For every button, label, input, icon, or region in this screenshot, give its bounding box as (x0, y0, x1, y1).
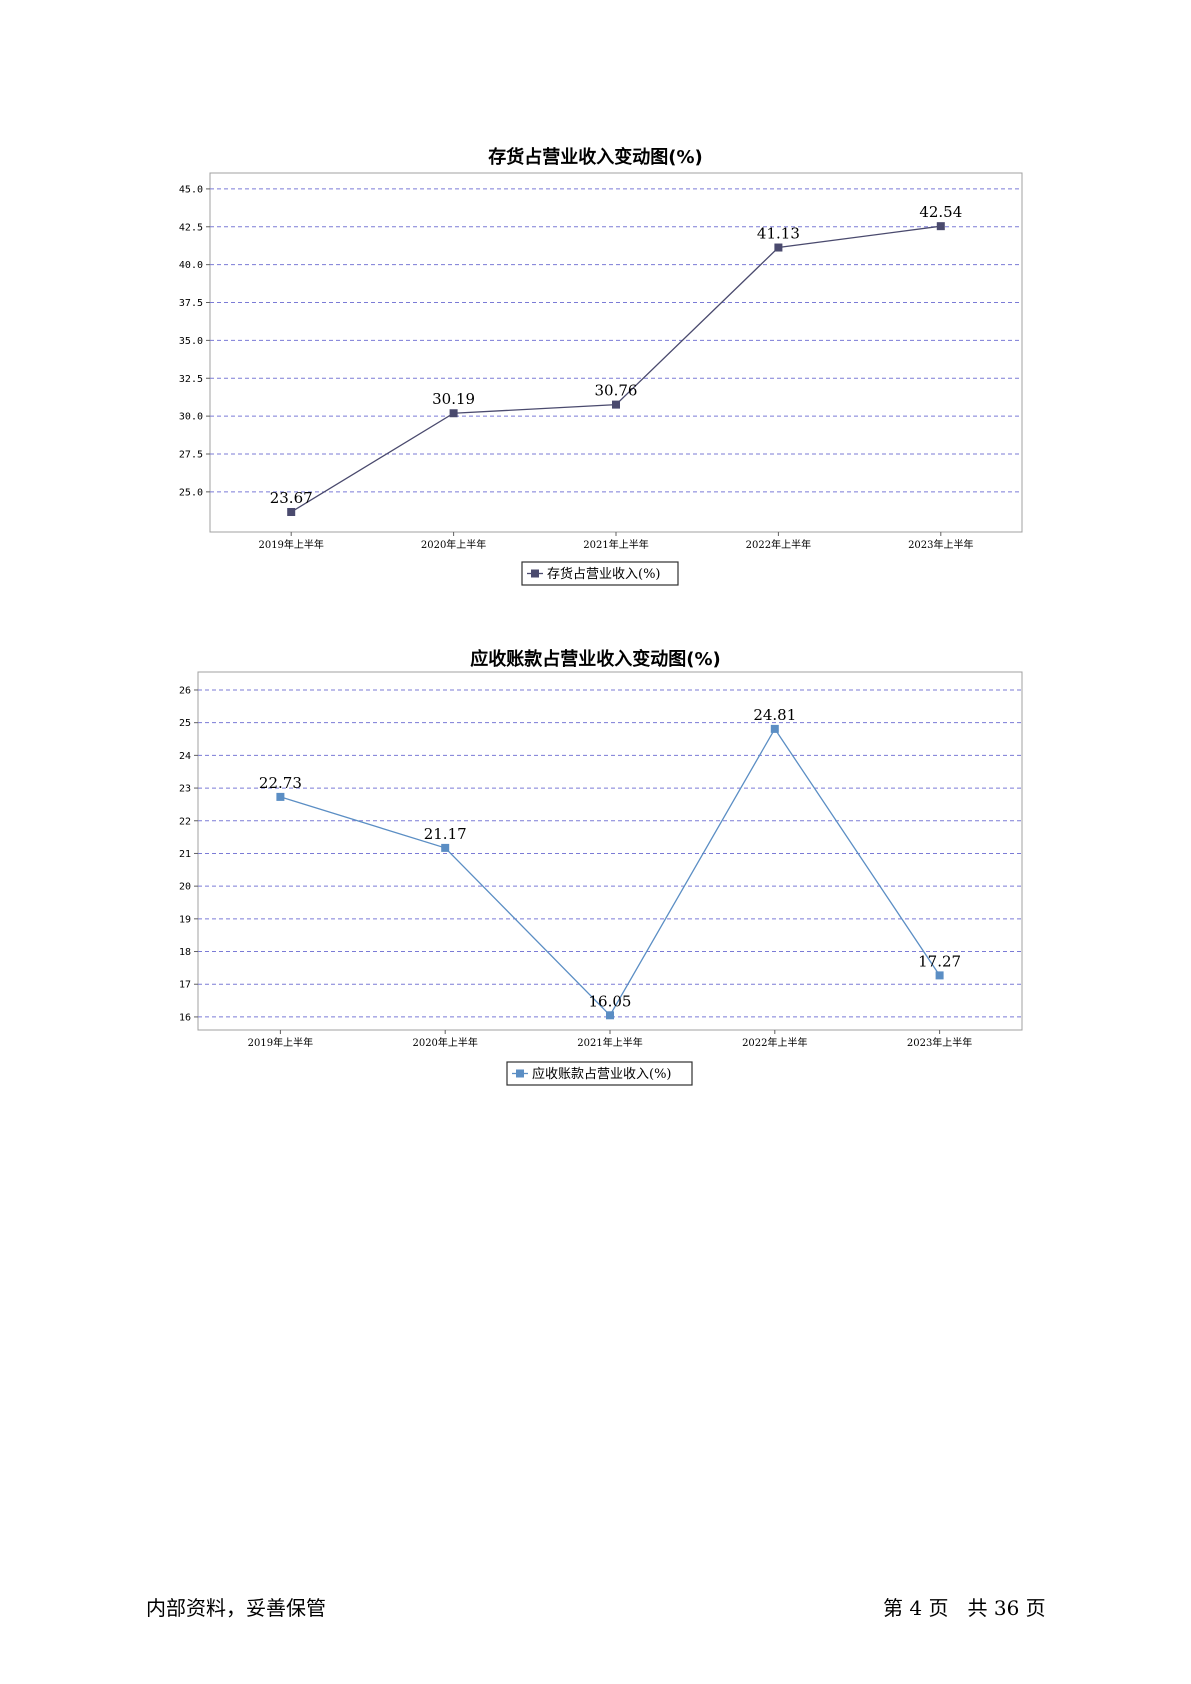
legend-box (521, 561, 679, 586)
data-point (276, 792, 285, 801)
plot-area (197, 671, 1023, 1031)
data-label: 41.13 (757, 225, 800, 243)
x-tick-label: 2023年上半年 (907, 1036, 972, 1049)
data-label: 30.76 (595, 382, 638, 400)
y-tick-label: 27.5 (179, 449, 203, 460)
x-tick-label: 2023年上半年 (908, 538, 973, 551)
y-tick-label: 23 (179, 784, 191, 795)
y-tick-label: 16 (179, 1012, 191, 1023)
data-point (441, 843, 450, 852)
data-point (287, 508, 296, 517)
data-point (935, 971, 944, 980)
footer-page-number: 第 4 页 共 36 页 (883, 1596, 1046, 1620)
x-tick-label: 2022年上半年 (742, 1036, 807, 1049)
data-label: 24.81 (753, 706, 796, 724)
x-tick-label: 2020年上半年 (421, 538, 486, 551)
data-point (606, 1011, 614, 1020)
legend-label: 存货占营业收入(%) (547, 566, 661, 582)
chart-2-title: 应收账款占营业收入变动图(%) (470, 649, 721, 670)
data-label: 30.19 (432, 390, 475, 408)
legend-label: 应收账款占营业收入(%) (532, 1066, 672, 1082)
y-tick-label: 19 (179, 914, 191, 925)
footer-confidential-note: 内部资料，妥善保管 (146, 1596, 326, 1620)
x-tick-label: 2021年上半年 (583, 538, 648, 551)
y-tick-label: 40.0 (179, 260, 203, 271)
y-tick-label: 25.0 (179, 487, 203, 498)
y-tick-label: 17 (179, 980, 191, 991)
data-point (936, 222, 945, 231)
y-tick-label: 32.5 (179, 374, 203, 385)
data-point (612, 400, 620, 409)
data-label: 16.05 (589, 992, 632, 1010)
x-tick-label: 2021年上半年 (577, 1036, 642, 1049)
y-tick-label: 42.5 (179, 222, 203, 233)
y-tick-label: 30.0 (179, 412, 203, 423)
y-tick-label: 20 (179, 882, 191, 893)
data-label: 22.73 (259, 774, 302, 792)
data-point (770, 724, 779, 733)
x-tick-label: 2019年上半年 (258, 538, 323, 551)
y-tick-label: 24 (179, 751, 191, 762)
inventory-ratio-chart: 25.0 27.5 30.0 32.5 35.0 37.5 40.0 42.5 45.0 2019… (179, 172, 1023, 586)
data-label: 21.17 (424, 825, 467, 843)
y-tick-label: 22 (179, 816, 191, 827)
legend-box (506, 1061, 693, 1086)
y-tick-label: 25 (179, 718, 191, 729)
legend-marker (531, 569, 539, 578)
y-tick-label: 18 (179, 947, 191, 958)
chart-1-title: 存货占营业收入变动图(%) (488, 147, 703, 168)
data-point (774, 243, 783, 252)
data-label: 17.27 (918, 952, 961, 970)
x-tick-label: 2020年上半年 (412, 1036, 477, 1049)
y-tick-label: 45.0 (179, 184, 203, 195)
receivables-ratio-chart: 16 17 18 19 20 21 22 23 24 25 26 2019年上半年 2020年上半年 20… (179, 671, 1023, 1086)
data-label: 42.54 (919, 203, 962, 221)
y-tick-label: 37.5 (179, 298, 203, 309)
data-label: 23.67 (270, 489, 313, 507)
y-tick-label: 26 (179, 685, 191, 696)
y-tick-label: 21 (179, 849, 191, 860)
x-tick-label: 2019年上半年 (248, 1036, 313, 1049)
data-point (449, 409, 458, 418)
legend-marker (516, 1069, 524, 1078)
y-tick-label: 35.0 (179, 336, 203, 347)
x-tick-label: 2022年上半年 (746, 538, 811, 551)
